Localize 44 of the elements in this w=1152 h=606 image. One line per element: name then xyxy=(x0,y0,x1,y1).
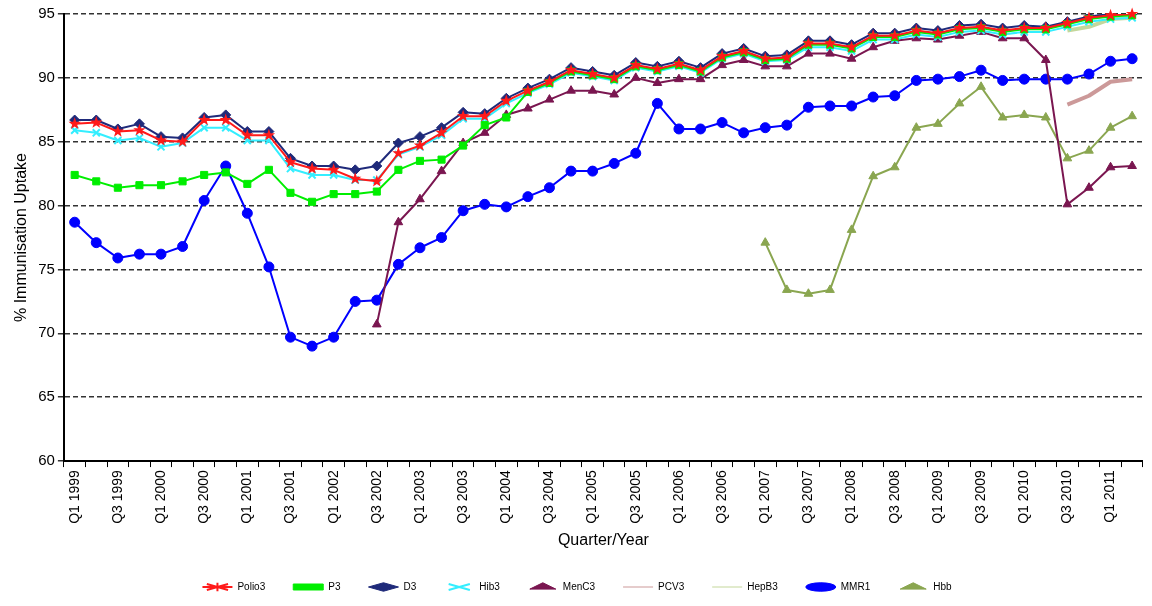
x-tick-label: Q3 2008 xyxy=(885,469,902,524)
y-axis-title: % Immunisation Uptake xyxy=(12,152,30,323)
y-tick-label: 90 xyxy=(38,68,55,86)
legend-label: MenC3 xyxy=(562,580,596,592)
x-tick-label: Q3 2004 xyxy=(540,469,557,524)
x-tick-label: Q1 2003 xyxy=(410,469,427,524)
y-tick-label: 75 xyxy=(38,259,55,277)
legend-label: HepB3 xyxy=(747,580,779,592)
x-tick-label: Q3 2000 xyxy=(195,469,212,524)
x-tick-label: Q3 2003 xyxy=(453,469,470,524)
x-tick-label: Q1 2007 xyxy=(756,469,773,524)
legend-label: Polio3 xyxy=(237,580,266,592)
x-tick-label: Q3 2010 xyxy=(1058,469,1075,524)
legend-label: P3 xyxy=(328,580,341,592)
legend-label: MMR1 xyxy=(840,580,871,592)
x-tick-label: Q1 2006 xyxy=(669,469,686,524)
x-tick-label: Q3 2001 xyxy=(281,469,298,524)
x-tick-label: Q3 2005 xyxy=(626,469,643,524)
legend-label: D3 xyxy=(403,580,417,592)
x-tick-label: Q3 2002 xyxy=(367,469,384,524)
y-tick-label: 70 xyxy=(38,323,55,341)
x-tick-label: Q1 1999 xyxy=(65,469,82,524)
x-tick-label: Q1 2002 xyxy=(324,469,341,524)
x-axis-title: Quarter/Year xyxy=(557,530,650,548)
x-tick-label: Q1 2010 xyxy=(1015,469,1032,524)
legend-label: Hib3 xyxy=(479,580,501,592)
legend-label: Hbb xyxy=(933,580,952,592)
x-tick-label: Q1 2005 xyxy=(583,469,600,524)
x-tick-label: Q1 2000 xyxy=(151,469,168,524)
y-tick-label: 60 xyxy=(38,451,55,469)
x-tick-label: Q3 1999 xyxy=(108,469,125,524)
y-tick-label: 95 xyxy=(38,4,55,22)
x-tick-label: Q1 2011 xyxy=(1101,469,1118,523)
x-tick-label: Q1 2009 xyxy=(928,469,945,524)
x-tick-label: Q3 2006 xyxy=(712,469,729,524)
y-tick-label: 85 xyxy=(38,131,55,149)
x-tick-label: Q1 2001 xyxy=(238,469,255,524)
x-tick-label: Q1 2008 xyxy=(842,469,859,524)
x-tick-label: Q1 2004 xyxy=(497,469,514,524)
y-tick-label: 65 xyxy=(38,387,55,405)
x-tick-label: Q3 2007 xyxy=(799,469,816,524)
x-tick-label: Q3 2009 xyxy=(971,469,988,524)
legend-label: PCV3 xyxy=(658,580,685,592)
y-tick-label: 80 xyxy=(38,195,55,213)
